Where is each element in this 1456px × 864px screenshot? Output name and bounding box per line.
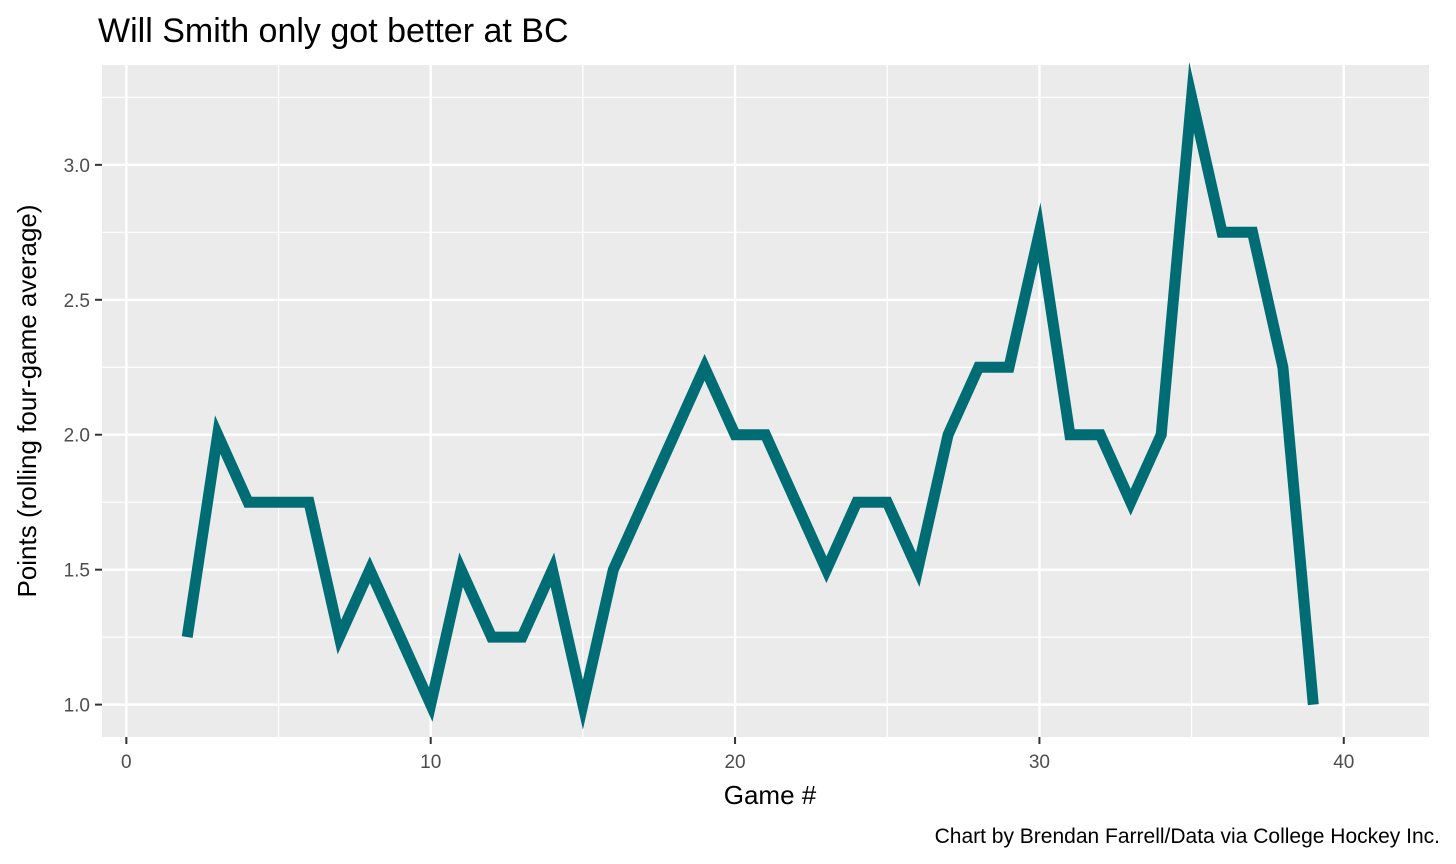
y-tick-label: 2.5: [64, 291, 90, 312]
series-layer: [181, 62, 1319, 730]
x-tick-label: 0: [121, 752, 132, 773]
axis-ticks: [95, 163, 1345, 744]
x-tick-label: 10: [420, 752, 441, 773]
x-tick-label: 40: [1333, 752, 1354, 773]
y-tick-labels: 1.0 1.5 2.0 2.5 3.0: [64, 156, 90, 717]
y-tick-label: 1.0: [64, 696, 90, 717]
y-tick-label: 1.5: [64, 561, 90, 582]
x-tick-labels: 0 10 20 30 40: [121, 752, 1354, 773]
y-axis-title: Points (rolling four-game average): [12, 204, 42, 597]
y-tick-label: 3.0: [64, 156, 90, 177]
series-line: [181, 62, 1319, 730]
chart-caption: Chart by Brendan Farrell/Data via Colleg…: [935, 825, 1440, 848]
x-tick-label: 20: [724, 752, 745, 773]
x-axis-title: Game #: [724, 780, 817, 810]
minor-gridlines: [102, 65, 1429, 737]
y-tick-label: 2.0: [64, 426, 90, 447]
x-tick-label: 30: [1029, 752, 1050, 773]
chart-title: Will Smith only got better at BC: [98, 12, 569, 50]
